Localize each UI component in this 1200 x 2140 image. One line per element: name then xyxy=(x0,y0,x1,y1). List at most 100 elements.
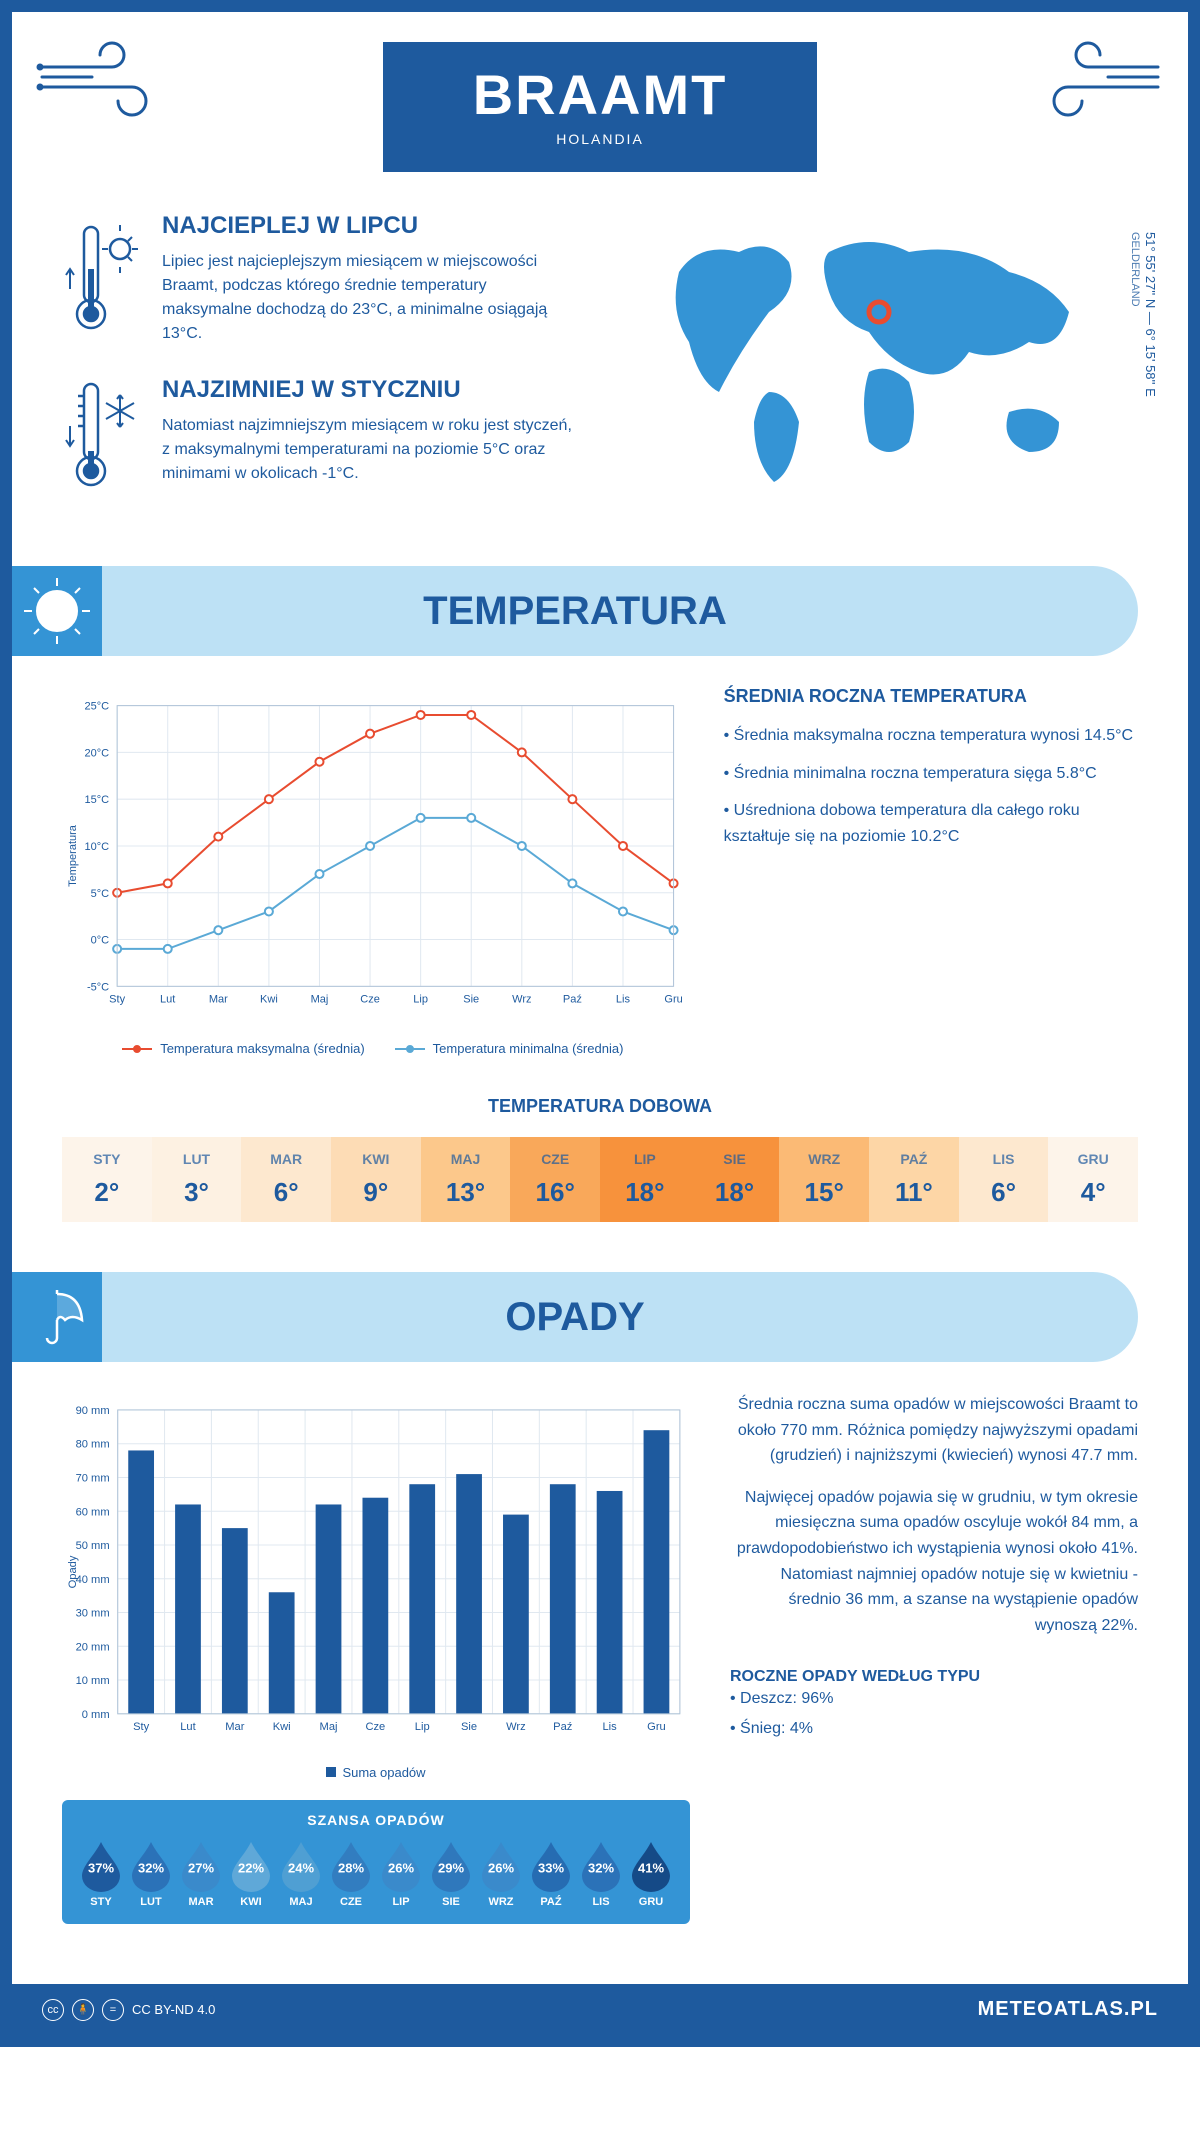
header-banner: BRAAMT HOLANDIA xyxy=(383,42,818,172)
nd-icon: = xyxy=(102,1999,124,2021)
raindrop-icon: 41% xyxy=(628,1838,674,1892)
svg-text:Lut: Lut xyxy=(180,1721,196,1733)
line-chart-wrap: -5°C0°C5°C10°C15°C20°C25°CStyLutMarKwiMa… xyxy=(62,686,684,1056)
svg-text:Wrz: Wrz xyxy=(506,1721,526,1733)
drop-pct: 26% xyxy=(488,1860,514,1875)
month-cell: SIE 18° xyxy=(690,1137,780,1222)
daily-temp-title: TEMPERATURA DOBOWA xyxy=(12,1096,1188,1117)
svg-text:15°C: 15°C xyxy=(84,794,109,806)
type-rain: • Deszcz: 96% xyxy=(730,1686,1138,1712)
annual-temp-title: ŚREDNIA ROCZNA TEMPERATURA xyxy=(724,686,1138,707)
thermometer-cold-icon xyxy=(62,376,142,496)
page-container: BRAAMT HOLANDIA NAJCIEPLEJ W LIPCU Lipie… xyxy=(0,0,1200,2047)
svg-text:Opady: Opady xyxy=(67,1555,79,1588)
raindrop-icon: 32% xyxy=(128,1838,174,1892)
svg-text:20 mm: 20 mm xyxy=(76,1641,110,1653)
svg-text:Mar: Mar xyxy=(225,1721,244,1733)
month-temp: 9° xyxy=(331,1177,421,1208)
svg-text:0 mm: 0 mm xyxy=(82,1709,110,1721)
drop-month: GRU xyxy=(628,1896,674,1908)
month-temp: 18° xyxy=(600,1177,690,1208)
warmest-text: NAJCIEPLEJ W LIPCU Lipiec jest najcieple… xyxy=(162,212,580,346)
month-cell: GRU4° xyxy=(1048,1137,1138,1222)
svg-text:40 mm: 40 mm xyxy=(76,1574,110,1586)
raindrop-icon: 29% xyxy=(428,1838,474,1892)
legend-min: Temperatura minimalna (średnia) xyxy=(395,1041,624,1056)
svg-text:Sty: Sty xyxy=(133,1721,150,1733)
svg-text:70 mm: 70 mm xyxy=(76,1473,110,1485)
drop-month: WRZ xyxy=(478,1896,524,1908)
header: BRAAMT HOLANDIA xyxy=(12,12,1188,212)
drop-cell: 41% GRU xyxy=(628,1838,674,1908)
type-snow: • Śnieg: 4% xyxy=(730,1716,1138,1742)
drop-pct: 33% xyxy=(538,1860,564,1875)
raindrop-icon: 22% xyxy=(228,1838,274,1892)
raindrop-icon: 28% xyxy=(328,1838,374,1892)
svg-text:Maj: Maj xyxy=(311,993,329,1005)
svg-text:Kwi: Kwi xyxy=(260,993,278,1005)
temperature-line-chart: -5°C0°C5°C10°C15°C20°C25°CStyLutMarKwiMa… xyxy=(62,686,684,1026)
drop-pct: 32% xyxy=(588,1860,614,1875)
drop-pct: 26% xyxy=(388,1860,414,1875)
temperature-body: -5°C0°C5°C10°C15°C20°C25°CStyLutMarKwiMa… xyxy=(12,686,1188,1056)
cc-icon: cc xyxy=(42,1999,64,2021)
raindrop-icon: 33% xyxy=(528,1838,574,1892)
drop-pct: 32% xyxy=(138,1860,164,1875)
temperature-side-text: ŚREDNIA ROCZNA TEMPERATURA • Średnia mak… xyxy=(724,686,1138,1056)
coldest-desc: Natomiast najzimniejszym miesiącem w rok… xyxy=(162,414,580,486)
drop-month: LIS xyxy=(578,1896,624,1908)
drop-month: LUT xyxy=(128,1896,174,1908)
svg-text:Gru: Gru xyxy=(664,993,682,1005)
precipitation-bar-chart: 0 mm10 mm20 mm30 mm40 mm50 mm60 mm70 mm8… xyxy=(62,1392,690,1752)
month-temp: 16° xyxy=(510,1177,600,1208)
temperature-title: TEMPERATURA xyxy=(102,589,1048,634)
region-value: GELDERLAND xyxy=(1129,232,1141,307)
drop-pct: 37% xyxy=(88,1860,114,1875)
drop-cell: 28%CZE xyxy=(328,1838,374,1908)
raindrop-icon: 26% xyxy=(378,1838,424,1892)
month-abbr: KWI xyxy=(331,1151,421,1167)
wind-icon-left xyxy=(32,32,172,132)
license-text: CC BY-ND 4.0 xyxy=(132,2002,215,2017)
svg-text:5°C: 5°C xyxy=(91,888,110,900)
legend-max: Temperatura maksymalna (średnia) xyxy=(122,1041,364,1056)
month-abbr: WRZ xyxy=(779,1151,869,1167)
drop-month: LIP xyxy=(378,1896,424,1908)
svg-text:Paź: Paź xyxy=(563,993,582,1005)
footer: cc 🧍 = CC BY-ND 4.0 METEOATLAS.PL xyxy=(12,1984,1188,2035)
month-temp: 4° xyxy=(1048,1177,1138,1208)
svg-text:Lis: Lis xyxy=(616,993,631,1005)
month-cell: PAŹ11° xyxy=(869,1137,959,1222)
svg-text:20°C: 20°C xyxy=(84,747,109,759)
opady-body: 0 mm10 mm20 mm30 mm40 mm50 mm60 mm70 mm8… xyxy=(12,1392,1188,1954)
opady-header: OPADY xyxy=(12,1272,1138,1362)
month-abbr: SIE xyxy=(690,1151,780,1167)
temp-bullet: • Średnia maksymalna roczna temperatura … xyxy=(724,723,1138,749)
drop-month: SIE xyxy=(428,1896,474,1908)
drop-month: STY xyxy=(78,1896,124,1908)
coldest-block: NAJZIMNIEJ W STYCZNIU Natomiast najzimni… xyxy=(62,376,580,496)
temperature-header: TEMPERATURA xyxy=(12,566,1138,656)
drop-pct: 29% xyxy=(438,1860,464,1875)
opady-type-title: ROCZNE OPADY WEDŁUG TYPU xyxy=(730,1668,1138,1686)
svg-text:Sie: Sie xyxy=(463,993,479,1005)
svg-text:Cze: Cze xyxy=(360,993,380,1005)
opady-title: OPADY xyxy=(102,1295,1048,1340)
raindrop-icon: 24% xyxy=(278,1838,324,1892)
drop-cell: 26% LIP xyxy=(378,1838,424,1908)
month-temp: 6° xyxy=(241,1177,331,1208)
month-abbr: LIS xyxy=(959,1151,1049,1167)
month-abbr: CZE xyxy=(510,1151,600,1167)
month-abbr: MAJ xyxy=(421,1151,511,1167)
sun-icon xyxy=(12,566,102,656)
raindrop-icon: 27% xyxy=(178,1838,224,1892)
temp-bullet: • Uśredniona dobowa temperatura dla całe… xyxy=(724,798,1138,849)
month-temp: 13° xyxy=(421,1177,511,1208)
coldest-text: NAJZIMNIEJ W STYCZNIU Natomiast najzimni… xyxy=(162,376,580,496)
drop-pct: 27% xyxy=(188,1860,214,1875)
svg-text:50 mm: 50 mm xyxy=(76,1540,110,1552)
svg-text:30 mm: 30 mm xyxy=(76,1608,110,1620)
thermometer-hot-icon xyxy=(62,212,142,346)
month-temp: 18° xyxy=(690,1177,780,1208)
top-info: NAJCIEPLEJ W LIPCU Lipiec jest najcieple… xyxy=(12,212,1188,566)
